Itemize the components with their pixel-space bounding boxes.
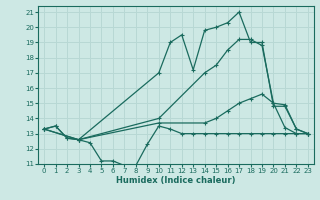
X-axis label: Humidex (Indice chaleur): Humidex (Indice chaleur) (116, 176, 236, 185)
